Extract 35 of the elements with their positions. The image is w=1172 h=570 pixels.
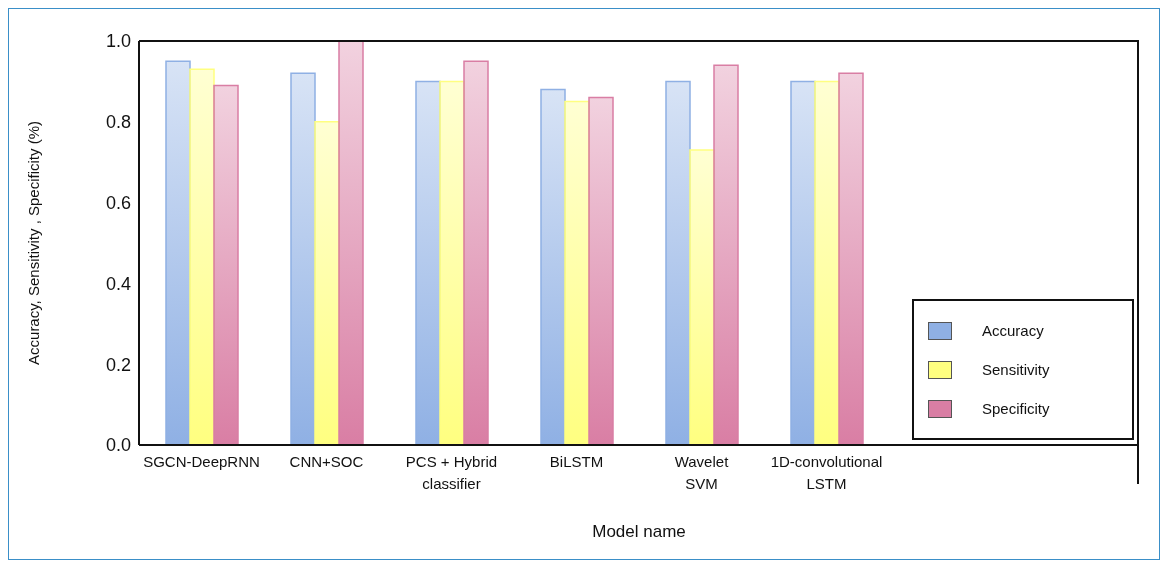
bar (415, 80, 441, 445)
bar (713, 64, 739, 445)
y-tick-label: 0.4 (105, 273, 131, 294)
bar (838, 72, 864, 445)
bar (338, 41, 364, 445)
x-tick-label: CNN+SOC (289, 453, 364, 470)
x-tick-label: PCS + Hybrid classifier (405, 453, 498, 492)
bar (314, 121, 340, 445)
bar (588, 96, 614, 445)
bar (463, 60, 489, 445)
y-tick-label: 0.8 (105, 112, 131, 133)
legend-label: Specificity (982, 400, 1050, 417)
y-tick-label: 0.6 (105, 192, 131, 213)
legend-label: Accuracy (982, 322, 1044, 339)
bar (689, 149, 715, 445)
bar (564, 100, 590, 445)
x-tick-label: SGCN-DeepRNN (143, 453, 260, 470)
x-tick-label: BiLSTM (549, 453, 604, 470)
bar (814, 80, 840, 445)
y-tick-label: 0.2 (105, 354, 131, 375)
bar (165, 60, 191, 445)
y-tick-label: 1.0 (105, 31, 131, 52)
bar (540, 88, 566, 445)
bar (213, 84, 239, 445)
x-tick-label: Wavelet SVM (674, 453, 730, 492)
x-axis-title: Model name (592, 522, 686, 541)
y-tick-label: 0.0 (105, 435, 131, 456)
bar (189, 68, 215, 445)
legend-label: Sensitivity (982, 361, 1050, 378)
bar (290, 72, 316, 445)
bar (665, 80, 691, 445)
y-axis-title: Accuracy, Sensitivity , Specificity (%) (25, 121, 43, 365)
x-tick-label: 1D-convolutional LSTM (770, 453, 883, 492)
bar (790, 80, 816, 445)
bar (439, 80, 465, 445)
